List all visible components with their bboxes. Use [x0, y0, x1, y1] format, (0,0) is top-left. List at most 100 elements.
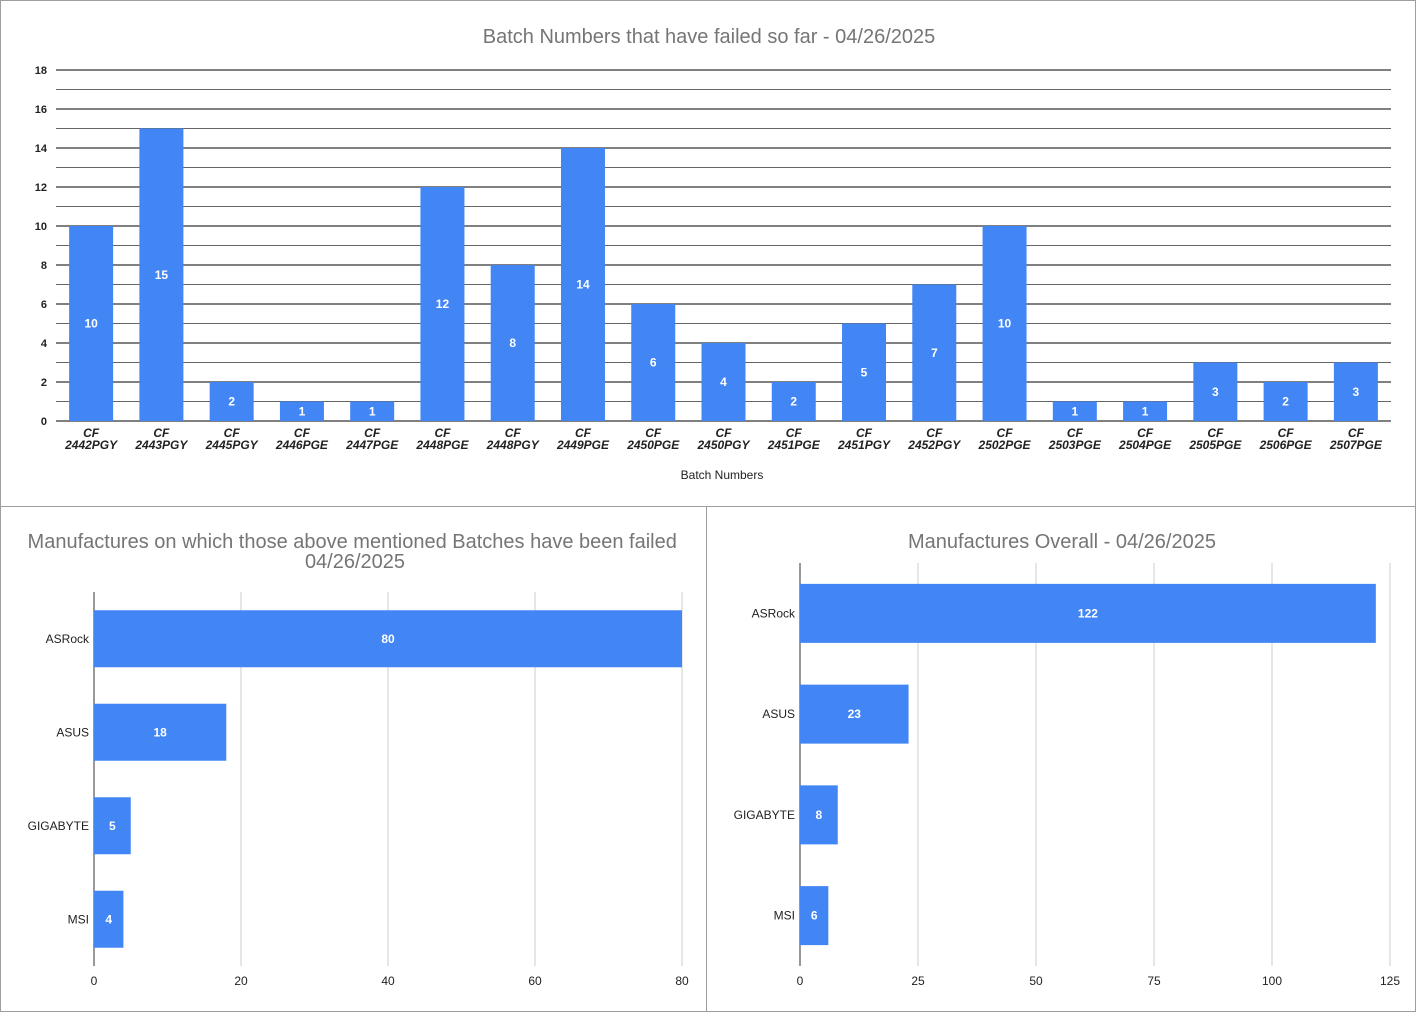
data-label: 10 [84, 317, 98, 331]
manufacturers-overall-chart-panel: Manufactures Overall - 04/26/2025 122 23 8… [706, 506, 1416, 1012]
bar-cf-2451pgy [842, 323, 887, 421]
x-category-label-line: CF [645, 426, 662, 440]
manufacturers-overall-chart-title: Manufactures Overall - 04/26/2025 [908, 531, 1216, 553]
x-category-label: CF 2450PGY [696, 426, 750, 452]
bar-cf-2448pgy [490, 265, 535, 421]
y-tick-label: 8 [41, 260, 47, 272]
x-tick-label: 75 [1147, 974, 1161, 988]
x-category-label-line: CF [1137, 426, 1154, 440]
data-label: 5 [109, 819, 116, 833]
category-label-asus: ASUS [762, 707, 795, 721]
x-tick-label: 20 [234, 974, 248, 988]
x-category-label: CF 2504PGE [1118, 426, 1172, 452]
data-label: 2 [228, 395, 235, 409]
bar-asus [800, 684, 909, 744]
data-label: 2 [790, 395, 797, 409]
x-category-label: CF 2502PGE [978, 426, 1032, 452]
bar-cf-2507pge [1333, 362, 1378, 421]
bar-cf-2449pge [560, 148, 605, 421]
x-category-label: CF 2443PGY [134, 426, 188, 452]
x-category-label: CF 2451PGE [767, 426, 821, 452]
x-category-label: CF 2505PGE [1188, 426, 1242, 452]
x-category-label-line: CF [153, 426, 170, 440]
x-tick-label: 50 [1029, 974, 1043, 988]
x-category-label: CF 2450PGE [626, 426, 680, 452]
batch-chart-x-axis-label: Batch Numbers [681, 468, 764, 482]
x-category-label-line: 2447PGE [345, 438, 399, 452]
data-label: 1 [369, 404, 376, 418]
x-category-label: CF 2447PGE [345, 426, 399, 452]
category-label-msi: MSI [774, 909, 795, 923]
x-tick-label: 0 [91, 974, 98, 988]
x-category-label-line: 2449PGE [556, 438, 610, 452]
x-tick-label: 100 [1262, 974, 1282, 988]
x-category-label: CF 2448PGY [486, 426, 540, 452]
x-category-label-line: CF [83, 426, 100, 440]
category-label-gigabyte: GIGABYTE [28, 819, 89, 833]
x-category-label: CF 2448PGE [415, 426, 469, 452]
batch-chart-title: Batch Numbers that have failed so far - … [483, 26, 936, 48]
bar-asrock [94, 610, 682, 668]
x-category-label-line: CF [1348, 426, 1365, 440]
x-tick-label: 40 [381, 974, 395, 988]
x-category-label-line: CF [294, 426, 311, 440]
x-category-label-line: 2446PGE [275, 438, 329, 452]
bar-msi [800, 886, 829, 946]
data-label: 1 [1142, 404, 1149, 418]
x-category-label-line: CF [505, 426, 522, 440]
y-tick-label: 10 [35, 221, 47, 233]
bar-cf-2446pge [279, 401, 324, 421]
data-label: 8 [816, 808, 823, 822]
bar-cf-2445pgy [209, 382, 254, 421]
x-category-label-line: 2448PGY [486, 438, 540, 452]
x-category-label-line: 2504PGE [1118, 438, 1172, 452]
x-category-label: CF 2445PGY [205, 426, 259, 452]
x-category-label: CF 2503PGE [1048, 426, 1102, 452]
manufacturers-overall-chart: Manufactures Overall - 04/26/2025 122 23 8… [734, 531, 1401, 988]
x-tick-label: 125 [1380, 974, 1400, 988]
y-tick-label: 16 [35, 104, 47, 116]
bar-asus [94, 703, 227, 761]
category-label-gigabyte: GIGABYTE [734, 808, 795, 822]
x-category-label-line: CF [364, 426, 381, 440]
y-tick-label: 6 [41, 299, 47, 311]
x-category-label: CF 2451PGY [837, 426, 891, 452]
x-category-label-line: 2451PGE [767, 438, 821, 452]
x-category-label-line: CF [224, 426, 241, 440]
x-category-label-line: 2505PGE [1188, 438, 1242, 452]
bar-cf-2447pge [350, 401, 395, 421]
y-tick-label: 2 [41, 377, 47, 389]
x-category-label-line: 2506PGE [1259, 438, 1313, 452]
bar-gigabyte [94, 797, 131, 855]
data-label: 2 [1282, 395, 1289, 409]
bar-cf-2452pgy [912, 284, 957, 421]
bar-msi [94, 890, 124, 948]
data-label: 15 [155, 268, 169, 282]
x-category-label: CF 2506PGE [1259, 426, 1313, 452]
bar-cf-2450pgy [701, 343, 746, 421]
batch-failures-chart-panel: Batch Numbers that have failed so far - … [0, 0, 1416, 507]
data-label: 1 [299, 404, 306, 418]
data-label: 12 [436, 297, 450, 311]
bar-cf-2505pge [1193, 362, 1238, 421]
data-label: 7 [931, 346, 938, 360]
data-label: 3 [1212, 385, 1219, 399]
data-label: 1 [1071, 404, 1078, 418]
x-tick-label: 0 [797, 974, 804, 988]
x-category-label-line: CF [575, 426, 592, 440]
x-category-label: CF 2442PGY [64, 426, 118, 452]
x-category-label-line: CF [434, 426, 451, 440]
data-label: 4 [720, 375, 727, 389]
data-label: 10 [998, 317, 1012, 331]
manufacturer-failures-title-line-1: Manufactures on which those above mentio… [28, 531, 677, 553]
x-category-label-line: CF [997, 426, 1014, 440]
data-label: 3 [1353, 385, 1360, 399]
x-category-label-line: 2448PGE [415, 438, 469, 452]
manufacturer-failures-chart: Manufactures on which those above mentio… [28, 531, 689, 988]
x-category-label-line: 2503PGE [1048, 438, 1102, 452]
bar-cf-2504pge [1123, 401, 1168, 421]
x-category-label: CF 2507PGE [1329, 426, 1383, 452]
category-label-asrock: ASRock [752, 606, 796, 620]
data-label: 8 [509, 336, 516, 350]
